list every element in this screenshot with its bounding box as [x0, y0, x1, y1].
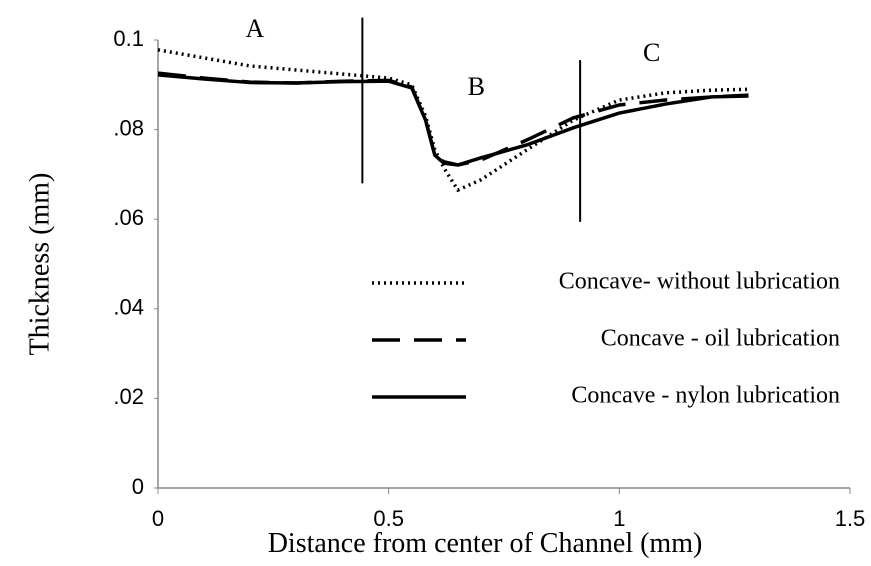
y-tick-label: 0 [132, 474, 144, 499]
y-tick-label: .02 [113, 384, 144, 409]
x-tick-label: 1.5 [835, 506, 866, 531]
series-line [157, 73, 749, 167]
x-tick-label: 0 [152, 506, 164, 531]
x-tick-label: 1 [613, 506, 625, 531]
legend-label: Concave- without lubrication [559, 269, 840, 295]
legend-label: Concave - oil lubrication [601, 326, 840, 352]
region-label: B [468, 72, 485, 101]
region-label: A [245, 14, 264, 43]
y-tick-label: 0.1 [113, 26, 144, 51]
y-tick-label: .04 [113, 295, 144, 320]
x-axis-label: Distance from center of Channel (mm) [268, 528, 703, 559]
x-tick-label: 0.5 [373, 506, 404, 531]
legend-label: Concave - nylon lubrication [571, 383, 840, 409]
series-line [157, 71, 749, 167]
y-tick-label: .08 [113, 115, 144, 140]
series-line [157, 48, 749, 193]
region-label: C [643, 38, 660, 67]
y-tick-label: .06 [113, 205, 144, 230]
y-axis-label: Thickness (mm) [24, 173, 55, 356]
